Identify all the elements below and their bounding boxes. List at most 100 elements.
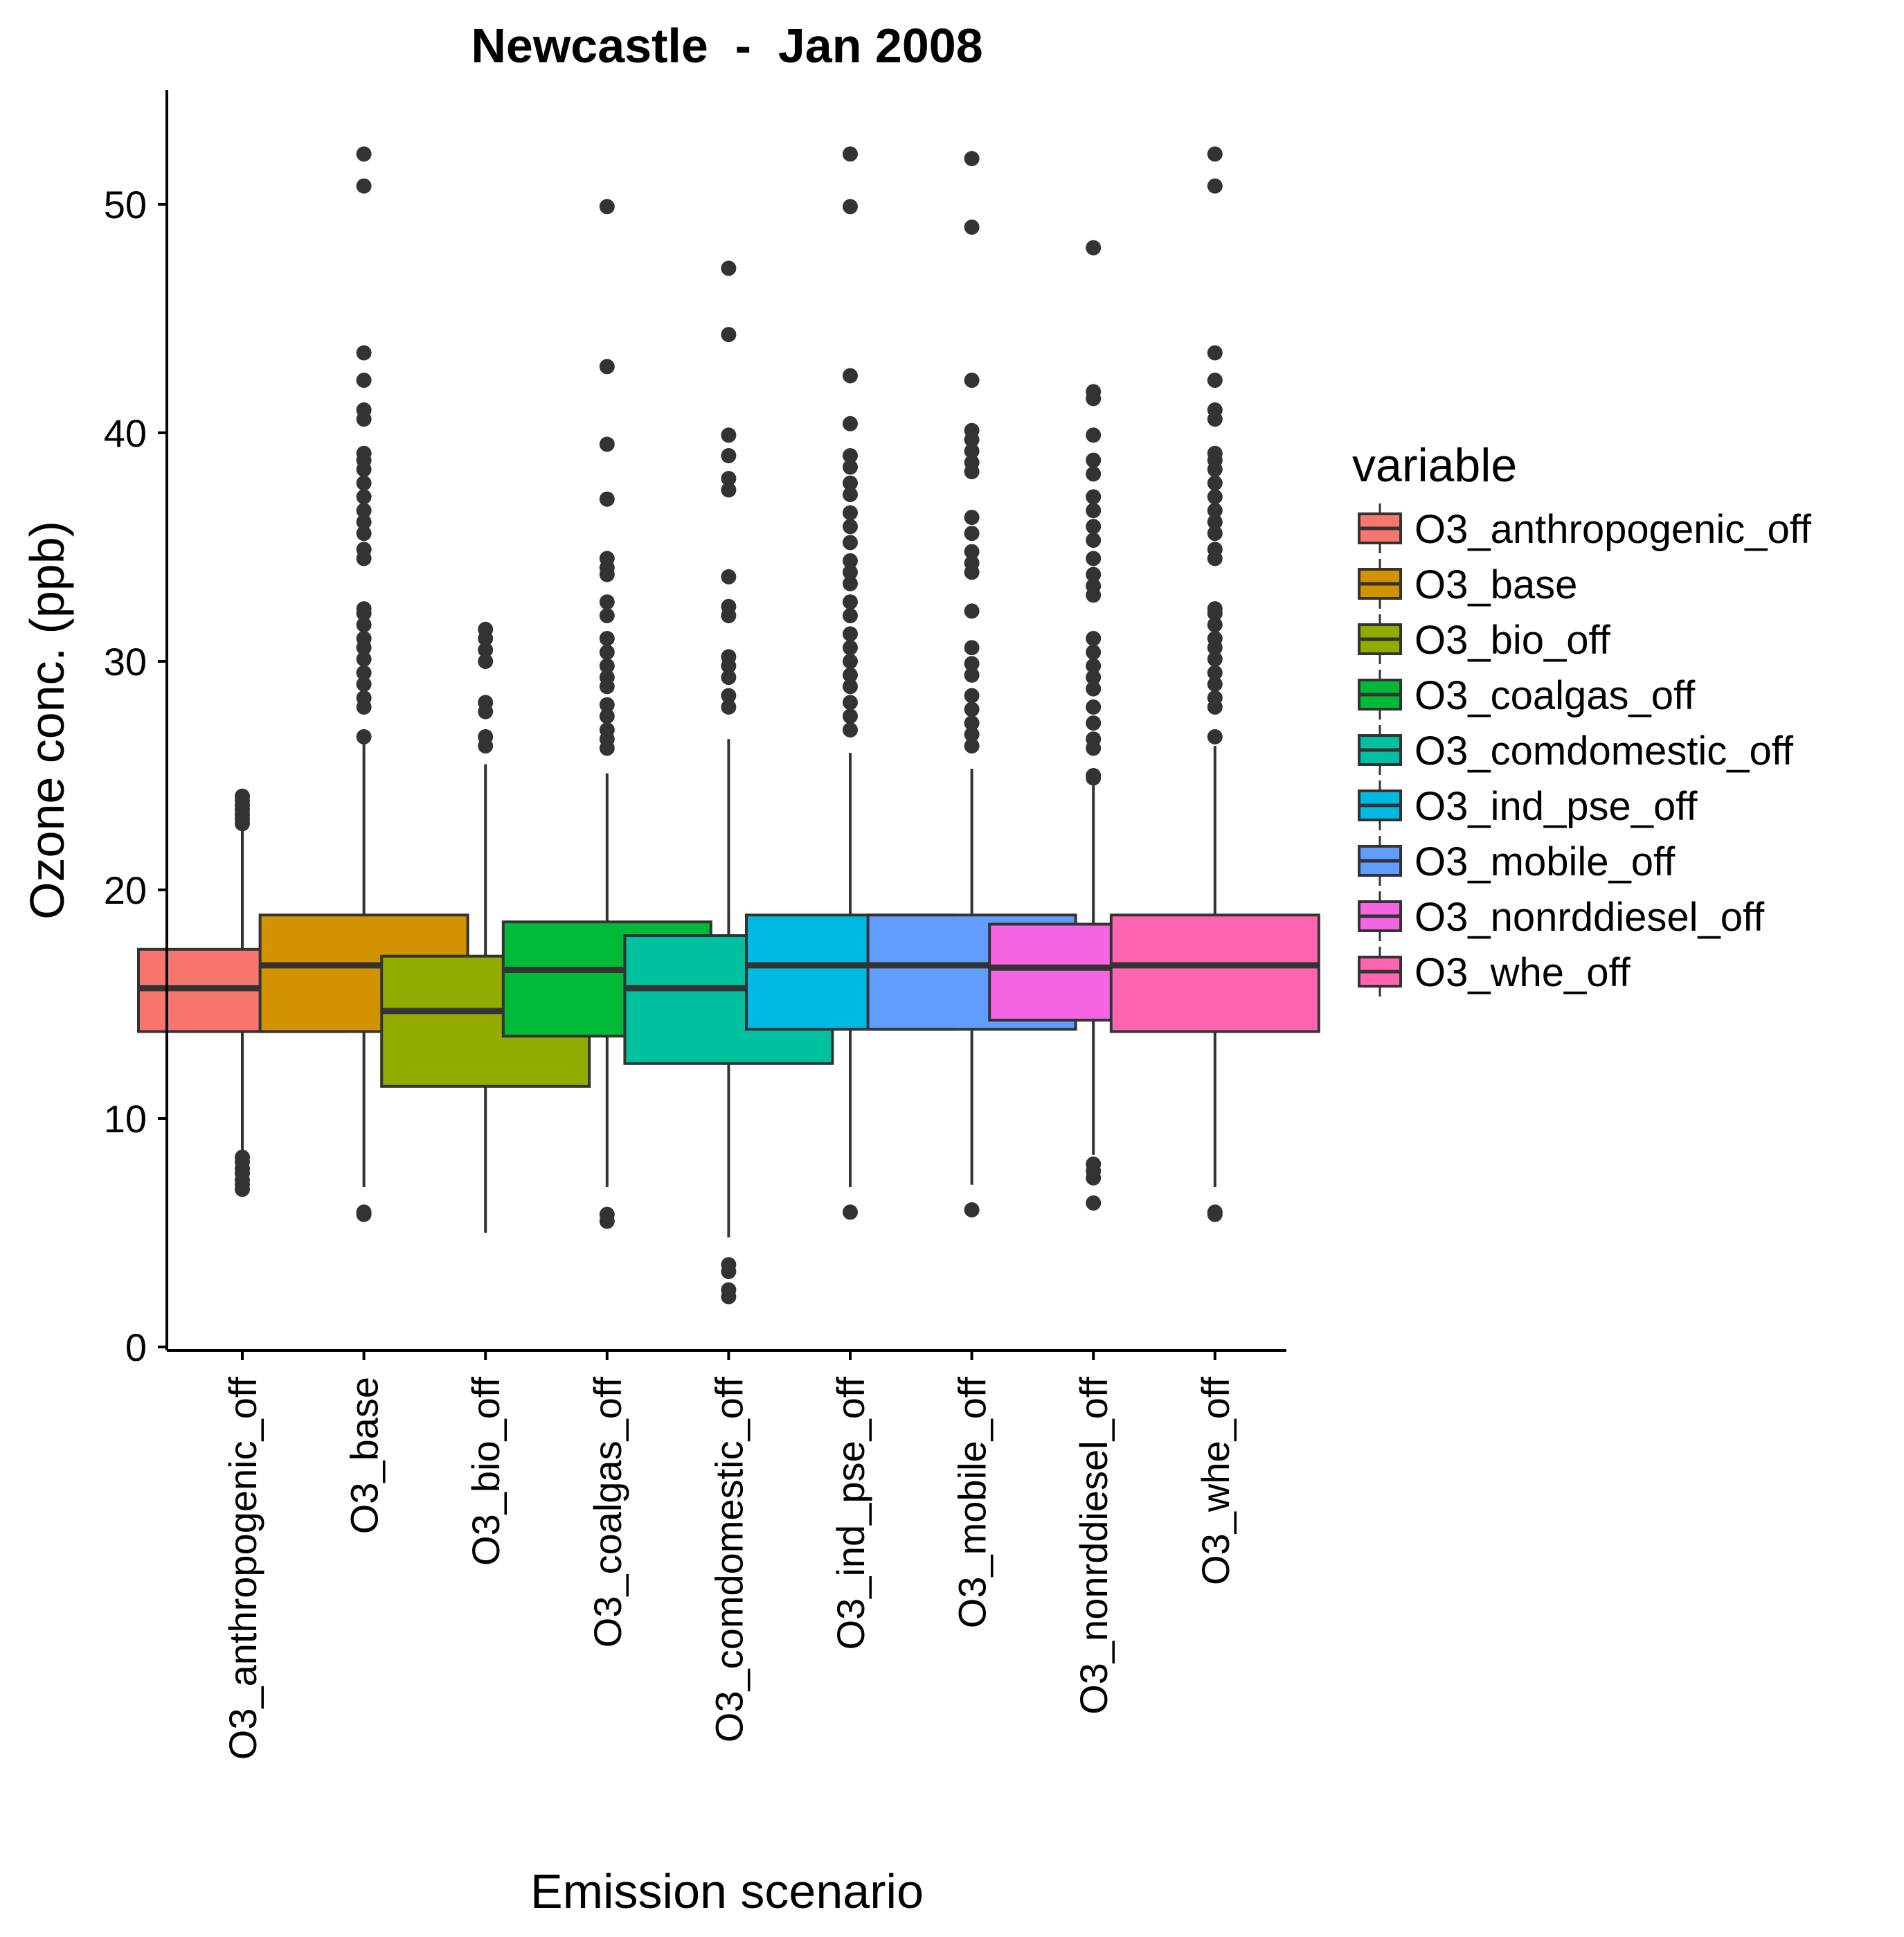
outlier-point: [599, 697, 615, 713]
outlier-point: [1086, 427, 1102, 443]
outlier-point: [1086, 681, 1102, 697]
legend-item: O3_ind_pse_off: [1358, 780, 1698, 830]
y-tick-label: 30: [104, 640, 147, 684]
outlier-point: [964, 715, 980, 731]
outlier-point: [843, 608, 858, 623]
x-tick-label: O3_base: [343, 1377, 386, 1534]
outlier-point: [1086, 731, 1102, 747]
outlier-point: [964, 443, 980, 459]
outlier-point: [964, 373, 980, 389]
outlier-point: [356, 373, 372, 389]
outlier-point: [356, 542, 372, 557]
outlier-point: [1207, 651, 1223, 667]
outlier-point: [356, 475, 372, 491]
outlier-point: [964, 422, 980, 438]
outlier-point: [1086, 644, 1102, 660]
outlier-point: [721, 688, 737, 704]
outlier-point: [356, 690, 372, 706]
outlier-point: [843, 640, 858, 656]
y-tick-label: 40: [104, 411, 147, 455]
y-tick-label: 20: [104, 868, 147, 912]
outlier-point: [1086, 452, 1102, 468]
outlier-point: [478, 654, 494, 669]
outlier-point: [843, 199, 858, 215]
outlier-point: [1086, 631, 1102, 646]
outlier-point: [478, 642, 494, 658]
outlier-point: [1207, 503, 1223, 519]
outlier-point: [843, 722, 858, 738]
outlier-point: [1086, 658, 1102, 674]
outlier-point: [964, 1202, 980, 1217]
legend-item: O3_comdomestic_off: [1358, 725, 1794, 775]
chart-title: Newcastle - Jan 2008: [471, 19, 982, 73]
legend-item: O3_whe_off: [1358, 947, 1631, 997]
outlier-point: [1207, 665, 1223, 681]
outlier-point: [964, 510, 980, 526]
outlier-point: [964, 555, 980, 571]
outlier-point: [1086, 566, 1102, 582]
outlier-point: [964, 454, 980, 470]
outlier-point: [356, 178, 372, 194]
outlier-point: [843, 475, 858, 491]
outlier-point: [721, 598, 737, 614]
outlier-point: [599, 631, 615, 646]
y-ticks: 0 10 20 30 40 50: [104, 183, 167, 1369]
legend-item: O3_nonrddiesel_off: [1358, 891, 1765, 941]
outlier-point: [356, 402, 372, 418]
outlier-point: [1086, 240, 1102, 256]
outlier-point: [1086, 578, 1102, 594]
outlier-point: [1207, 1204, 1223, 1220]
outlier-point: [356, 677, 372, 692]
outlier-point: [356, 601, 372, 617]
outlier-point: [964, 656, 980, 672]
outlier-point: [964, 640, 980, 656]
legend-items: O3_anthropogenic_off O3_base O3_bio_off O3_…: [1358, 503, 1812, 997]
outlier-point: [235, 1150, 250, 1166]
outlier-point: [599, 658, 615, 674]
x-tick-label: O3_ind_pse_off: [829, 1377, 872, 1650]
outlier-point: [235, 788, 250, 804]
outlier-point: [478, 729, 494, 744]
outlier-point: [1207, 617, 1223, 633]
outlier-point: [721, 569, 737, 584]
outlier-point: [599, 644, 615, 660]
outlier-point: [843, 459, 858, 475]
x-tick-label: O3_anthropogenic_off: [221, 1377, 264, 1760]
y-tick-label: 0: [125, 1325, 147, 1369]
outlier-point: [1207, 345, 1223, 361]
x-tick-label: O3_mobile_off: [951, 1377, 994, 1629]
outlier-point: [599, 594, 615, 610]
outlier-point: [1086, 1157, 1102, 1172]
box-group: [988, 240, 1199, 1211]
outlier-point: [1086, 699, 1102, 715]
y-tick-label: 10: [104, 1097, 147, 1141]
x-axis-title: Emission scenario: [530, 1864, 924, 1918]
outlier-point: [964, 526, 980, 542]
outlier-point: [356, 631, 372, 646]
outlier-point: [1207, 475, 1223, 491]
outlier-point: [1086, 715, 1102, 731]
outlier-point: [964, 151, 980, 166]
outlier-point: [1086, 519, 1102, 535]
y-tick-label: 50: [104, 183, 147, 226]
outlier-point: [721, 260, 737, 276]
outlier-point: [356, 617, 372, 633]
outlier-point: [964, 603, 980, 619]
outlier-point: [843, 564, 858, 580]
outlier-point: [356, 1204, 372, 1220]
box-group: [623, 260, 834, 1305]
x-tick-label: O3_comdomestic_off: [707, 1377, 751, 1743]
outlier-point: [356, 729, 372, 744]
outlier-point: [721, 482, 737, 498]
outlier-point: [843, 146, 858, 162]
outlier-point: [964, 667, 980, 683]
outlier-point: [843, 368, 858, 384]
outlier-point: [721, 649, 737, 665]
x-tick-label: O3_bio_off: [464, 1377, 508, 1566]
legend-label: O3_mobile_off: [1414, 839, 1676, 884]
outlier-point: [1086, 533, 1102, 548]
x-tick-label: O3_coalgas_off: [586, 1377, 629, 1648]
outlier-point: [721, 427, 737, 443]
outlier-point: [1207, 526, 1223, 542]
outlier-point: [964, 738, 980, 754]
